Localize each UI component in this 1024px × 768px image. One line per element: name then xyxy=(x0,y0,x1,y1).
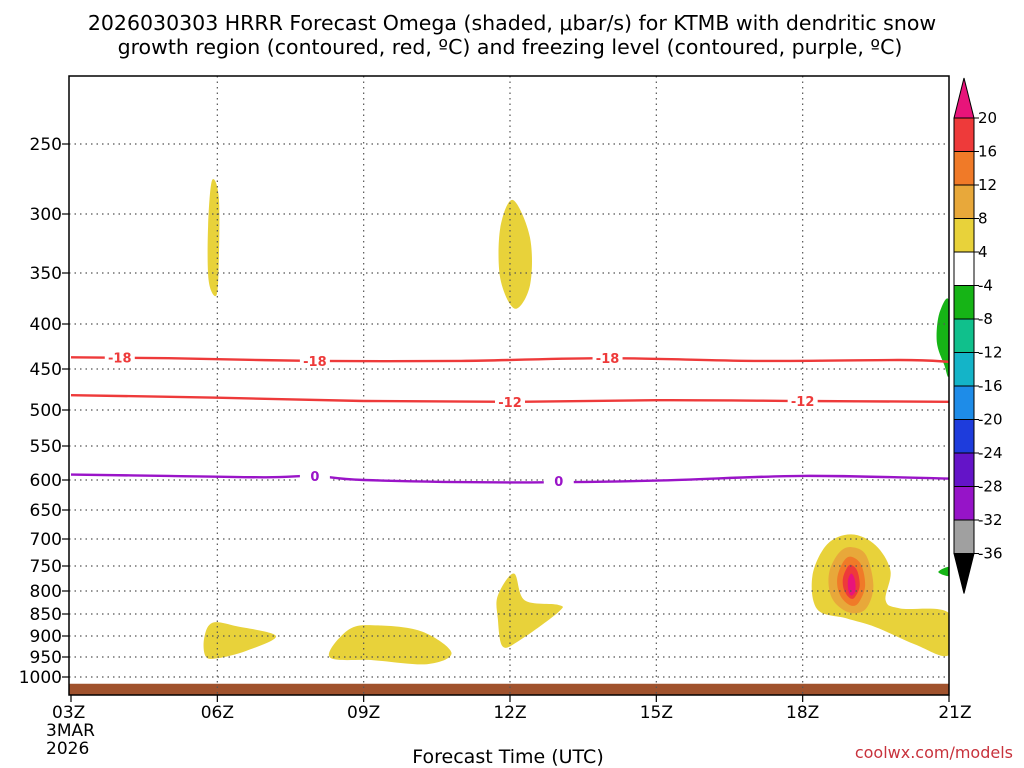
x-axis: 03Z 06Z 09Z 12Z 15Z 18Z 21Z xyxy=(52,695,972,723)
colorbar-segment xyxy=(953,452,975,487)
colorbar-segment xyxy=(953,519,975,554)
freezing-level-0-label-bg xyxy=(543,473,574,489)
chart-title-line-1: 2026030303 HRRR Forecast Omega (shaded, … xyxy=(88,11,936,35)
y-tick-label: 600 xyxy=(30,471,62,491)
terrain-layer xyxy=(69,683,949,695)
dendritic-18-label: -18 xyxy=(596,352,620,367)
colorbar-segment xyxy=(953,352,975,387)
x-tick-label: 21Z xyxy=(938,703,971,723)
omega-4-12z-upper xyxy=(498,199,532,309)
omega-shading-layer xyxy=(203,179,949,665)
dendritic-18-label-bg xyxy=(592,350,623,366)
colorbar-label: 12 xyxy=(978,176,997,194)
x-tick-label: 12Z xyxy=(493,703,526,723)
grid-layer xyxy=(69,76,949,695)
y-tick-label: 850 xyxy=(30,605,62,625)
colorbar-segment xyxy=(953,218,975,253)
ground xyxy=(69,683,949,695)
colorbar-label: -36 xyxy=(978,545,1003,563)
colorbar-segment xyxy=(953,285,975,320)
y-tick-label: 1000 xyxy=(19,668,62,688)
x-tick-label: 18Z xyxy=(786,703,819,723)
dendritic-12-label-bg xyxy=(495,393,525,409)
colorbar-segment xyxy=(953,184,975,219)
contour-layer: -18 -18 -18 -12 -12 0 0 xyxy=(70,349,949,490)
omega-neg4-21z-lower xyxy=(938,566,949,577)
x-tick-label: 03Z xyxy=(52,703,85,723)
colorbar-label: 8 xyxy=(978,210,988,228)
colorbar-segment xyxy=(953,486,975,521)
y-tick-label: 700 xyxy=(30,530,62,550)
y-tick-label: 400 xyxy=(30,315,62,335)
colorbar-label: 16 xyxy=(978,143,997,161)
colorbar-segment xyxy=(953,151,975,186)
colorbar-label: -8 xyxy=(978,310,993,328)
chart-title-line-2: growth region (contoured, red, ºC) and f… xyxy=(118,35,903,59)
y-tick-label: 300 xyxy=(30,205,62,225)
dendritic-18-label-bg xyxy=(299,352,330,368)
dendritic-18-label-bg xyxy=(104,349,135,365)
x-tick-label: 15Z xyxy=(640,703,673,723)
plot-frame xyxy=(68,75,950,696)
y-tick-label: 550 xyxy=(30,437,62,457)
dendritic-12-label-bg xyxy=(787,392,818,408)
colorbar-label: -4 xyxy=(978,277,993,295)
y-tick-label: 750 xyxy=(30,557,62,577)
omega-4-09z-lower xyxy=(328,625,452,665)
omega-neg4-21z-upper xyxy=(936,298,949,377)
colorbar-label: 4 xyxy=(978,243,988,261)
colorbar: 20 16 12 8 4 -4 -8 -12 -16 -20 -24 -28 -32 -36 xyxy=(953,77,1003,594)
x-axis-label: Forecast Time (UTC) xyxy=(412,746,603,768)
omega-4-12z-lower xyxy=(496,573,563,648)
y-tick-label: 250 xyxy=(30,135,62,155)
y-tick-label: 900 xyxy=(30,627,62,647)
omega-20-19z xyxy=(847,573,856,596)
dendritic-18-label: -18 xyxy=(108,351,132,366)
y-tick-label: 350 xyxy=(30,264,62,284)
x-start-date-month: 3MAR xyxy=(46,721,95,741)
colorbar-segment xyxy=(953,419,975,454)
freezing-level-0-label: 0 xyxy=(310,470,319,485)
x-tick-label: 09Z xyxy=(347,703,380,723)
freezing-level-0-label-bg xyxy=(299,467,330,483)
colorbar-label: -24 xyxy=(978,444,1003,462)
colorbar-label: -12 xyxy=(978,344,1003,362)
dendritic-12-label: -12 xyxy=(498,396,522,411)
colorbar-label: -32 xyxy=(978,511,1003,529)
freezing-level-0-label: 0 xyxy=(554,475,563,490)
y-tick-label: 500 xyxy=(30,401,62,421)
omega-4-06z-lower xyxy=(203,622,276,659)
y-tick-label: 650 xyxy=(30,501,62,521)
omega-4-06z-upper xyxy=(207,179,220,297)
dendritic-18-line xyxy=(70,356,949,363)
colorbar-arrow-bottom xyxy=(953,553,975,594)
y-axis: 2503003504004505005506006507007508008509… xyxy=(19,135,69,688)
x-tick-label: 06Z xyxy=(201,703,234,723)
dendritic-18-label: -18 xyxy=(303,355,327,370)
freezing-level-0-line xyxy=(70,473,949,484)
y-tick-label: 950 xyxy=(30,648,62,668)
colorbar-label: -16 xyxy=(978,377,1003,395)
colorbar-segment xyxy=(953,318,975,353)
colorbar-segment xyxy=(953,251,975,286)
colorbar-segment xyxy=(953,117,975,152)
colorbar-label: -28 xyxy=(978,478,1003,496)
y-tick-label: 450 xyxy=(30,360,62,380)
x-start-date-year: 2026 xyxy=(46,739,89,759)
colorbar-arrow-top xyxy=(953,77,975,119)
colorbar-label: -20 xyxy=(978,411,1003,429)
colorbar-label: 20 xyxy=(978,109,997,127)
site-credit: coolwx.com/models xyxy=(855,743,1013,762)
y-tick-label: 800 xyxy=(30,582,62,602)
dendritic-12-label: -12 xyxy=(791,395,815,410)
colorbar-segment xyxy=(953,385,975,420)
